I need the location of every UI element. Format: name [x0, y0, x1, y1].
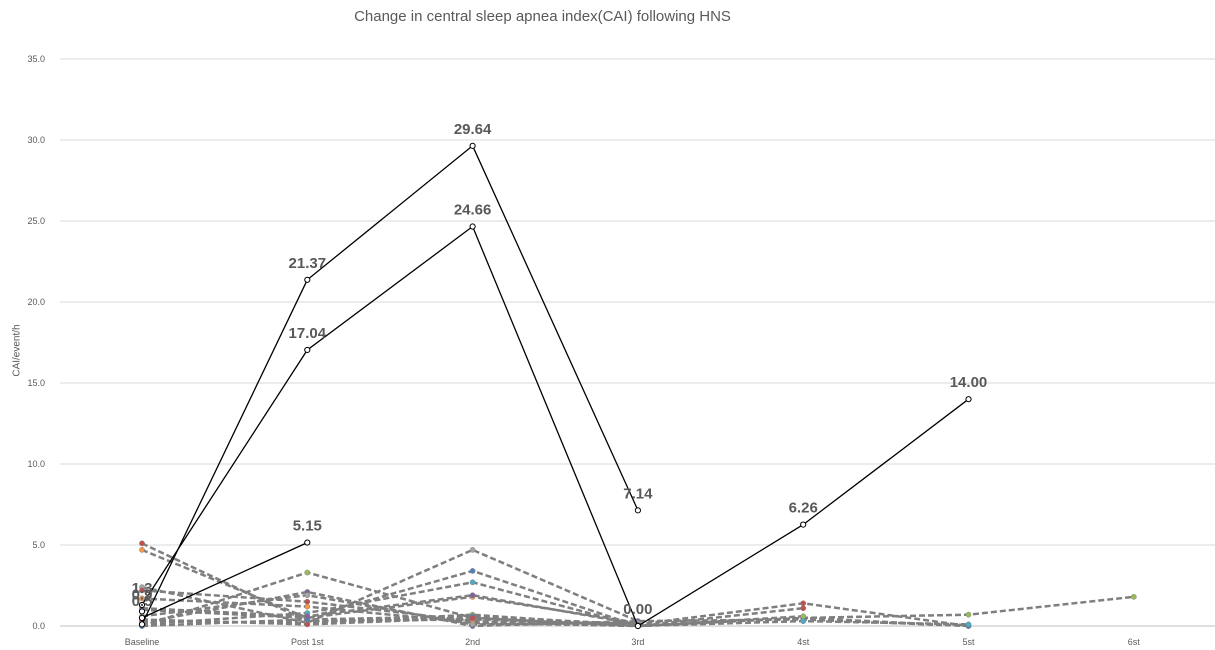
- data-label: 0.9: [132, 586, 153, 603]
- data-point: [469, 621, 476, 628]
- x-tick-label: 2nd: [465, 637, 480, 647]
- data-point-marker: [138, 601, 146, 609]
- x-tick-label: 5st: [962, 637, 975, 647]
- data-label: 14.00: [950, 374, 988, 391]
- data-label: 1.3: [132, 580, 153, 597]
- x-tick-label: 4st: [797, 637, 810, 647]
- y-tick-label: 15.0: [27, 378, 45, 388]
- data-point-marker: [634, 622, 642, 630]
- data-point-marker: [304, 346, 311, 354]
- data-label: 17.04: [289, 325, 327, 342]
- data-point-marker: [138, 608, 146, 615]
- data-point-marker: [138, 621, 146, 628]
- data-point: [304, 603, 311, 610]
- data-point: [139, 595, 145, 602]
- series-line-solid: [141, 542, 308, 619]
- data-point: [800, 618, 807, 624]
- data-point: [1130, 593, 1137, 600]
- data-point: [139, 547, 145, 553]
- series-line-dashed: [141, 589, 804, 628]
- data-point: [469, 568, 476, 574]
- data-point-marker: [304, 539, 311, 546]
- data-point: [965, 611, 972, 618]
- x-tick-label: 6st: [1128, 637, 1141, 647]
- series-line-dashed: [141, 593, 639, 626]
- data-label: 6.26: [789, 500, 818, 517]
- data-point: [469, 615, 476, 621]
- x-tick-label: 3rd: [631, 637, 644, 647]
- data-label: 21.37: [289, 255, 327, 272]
- y-tick-label: 35.0: [27, 54, 45, 64]
- series-line-solid: [141, 225, 969, 627]
- series-line-dashed: [141, 542, 969, 628]
- series-line-dashed: [141, 569, 969, 628]
- series-line-solid: [141, 144, 639, 625]
- x-tick-label: Baseline: [125, 637, 160, 647]
- data-label: 0.5: [132, 593, 153, 610]
- y-tick-label: 20.0: [27, 297, 45, 307]
- data-label: 0.00: [623, 601, 652, 618]
- y-tick-label: 25.0: [27, 216, 45, 226]
- data-point-marker: [469, 142, 476, 149]
- series-line-dashed: [141, 548, 639, 625]
- series-line-dashed: [141, 581, 969, 628]
- data-point-marker: [469, 223, 476, 230]
- data-point: [469, 579, 476, 586]
- data-label: 5.15: [293, 518, 322, 535]
- data-point-marker: [634, 507, 642, 514]
- data-point: [304, 621, 311, 628]
- data-point-marker: [965, 396, 972, 403]
- data-point: [800, 605, 807, 612]
- y-tick-label: 10.0: [27, 459, 45, 469]
- data-point-marker: [800, 521, 807, 528]
- x-tick-label: Post 1st: [291, 637, 324, 647]
- chart-title: Change in central sleep apnea index(CAI)…: [354, 8, 731, 25]
- data-point: [304, 592, 311, 599]
- data-point: [965, 621, 972, 628]
- data-point: [800, 600, 807, 607]
- y-tick-label: 30.0: [27, 135, 45, 145]
- data-point: [469, 547, 476, 553]
- data-point: [139, 540, 145, 547]
- data-label: 7.14: [623, 485, 653, 502]
- data-point: [139, 587, 145, 594]
- data-point-marker: [138, 614, 146, 622]
- data-label: 29.64: [454, 121, 492, 138]
- data-point: [304, 613, 311, 620]
- data-point: [800, 613, 807, 620]
- data-point: [304, 598, 311, 605]
- data-point: [304, 569, 311, 576]
- series-line-dashed: [141, 593, 638, 626]
- data-label: 24.66: [454, 202, 492, 219]
- data-point: [469, 592, 476, 599]
- y-tick-label: 5.0: [32, 540, 45, 550]
- series-line-dashed: [141, 616, 638, 628]
- y-tick-label: 0.0: [32, 621, 45, 631]
- data-point-marker: [304, 276, 311, 283]
